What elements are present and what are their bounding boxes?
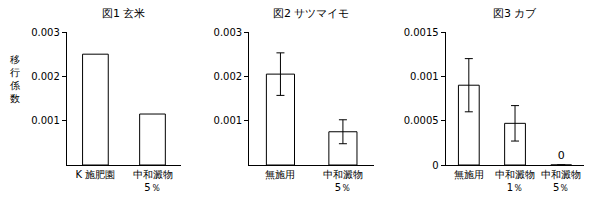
svg-text:0.001: 0.001 (410, 71, 439, 82)
svg-text:0.003: 0.003 (214, 27, 243, 38)
svg-text:移行係数: 移行係数 (10, 54, 20, 104)
svg-text:無施用: 無施用 (454, 169, 484, 180)
svg-text:中和澱物1％: 中和澱物1％ (495, 169, 535, 193)
svg-text:0.001: 0.001 (214, 115, 243, 126)
svg-text:0: 0 (432, 160, 438, 171)
svg-text:中和澱物5％: 中和澱物5％ (323, 169, 363, 193)
svg-text:0.0015: 0.0015 (404, 27, 439, 38)
svg-text:図1 玄米: 図1 玄米 (102, 7, 146, 20)
svg-text:K 施肥園: K 施肥園 (76, 169, 116, 180)
svg-text:0.002: 0.002 (31, 71, 60, 82)
svg-text:0.002: 0.002 (214, 71, 243, 82)
svg-text:中和澱物5％: 中和澱物5％ (133, 169, 173, 193)
svg-text:0: 0 (558, 149, 565, 162)
svg-text:0.003: 0.003 (31, 27, 60, 38)
svg-text:0.001: 0.001 (31, 115, 60, 126)
svg-text:図3 カブ: 図3 カブ (493, 7, 537, 20)
svg-text:図2 サツマイモ: 図2 サツマイモ (273, 7, 350, 20)
svg-text:0.0005: 0.0005 (404, 115, 439, 126)
svg-text:無施用: 無施用 (265, 169, 295, 180)
svg-text:中和澱物5％: 中和澱物5％ (541, 169, 581, 193)
